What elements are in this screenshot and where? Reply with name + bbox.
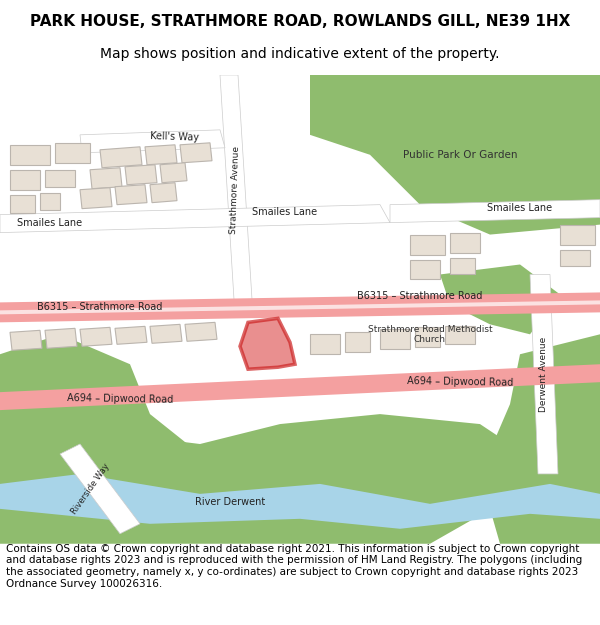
Polygon shape bbox=[125, 165, 157, 185]
Polygon shape bbox=[220, 75, 252, 299]
Text: Smailes Lane: Smailes Lane bbox=[487, 202, 553, 212]
Polygon shape bbox=[80, 188, 112, 209]
Polygon shape bbox=[180, 143, 212, 162]
Polygon shape bbox=[115, 326, 147, 344]
Text: B6315 – Strathmore Road: B6315 – Strathmore Road bbox=[358, 291, 482, 301]
Polygon shape bbox=[10, 145, 50, 165]
Polygon shape bbox=[0, 301, 600, 314]
Text: Kell's Way: Kell's Way bbox=[151, 131, 200, 142]
Polygon shape bbox=[410, 234, 445, 254]
Text: Smailes Lane: Smailes Lane bbox=[253, 207, 317, 217]
Text: Riverside Way: Riverside Way bbox=[69, 462, 111, 516]
Polygon shape bbox=[145, 145, 177, 165]
Polygon shape bbox=[0, 204, 390, 232]
Polygon shape bbox=[560, 224, 595, 244]
Polygon shape bbox=[150, 182, 177, 203]
Polygon shape bbox=[55, 143, 90, 162]
Polygon shape bbox=[90, 168, 122, 189]
Text: Map shows position and indicative extent of the property.: Map shows position and indicative extent… bbox=[100, 47, 500, 61]
Polygon shape bbox=[450, 258, 475, 274]
Polygon shape bbox=[115, 185, 147, 204]
Polygon shape bbox=[45, 170, 75, 187]
Text: PARK HOUSE, STRATHMORE ROAD, ROWLANDS GILL, NE39 1HX: PARK HOUSE, STRATHMORE ROAD, ROWLANDS GI… bbox=[30, 14, 570, 29]
Polygon shape bbox=[185, 322, 217, 341]
Polygon shape bbox=[0, 364, 600, 410]
Polygon shape bbox=[10, 194, 35, 213]
Polygon shape bbox=[440, 264, 560, 334]
Polygon shape bbox=[10, 170, 40, 190]
Text: B6315 – Strathmore Road: B6315 – Strathmore Road bbox=[37, 302, 163, 312]
Polygon shape bbox=[480, 334, 600, 544]
Polygon shape bbox=[40, 192, 60, 209]
Polygon shape bbox=[380, 329, 410, 349]
Text: A694 – Dipwood Road: A694 – Dipwood Road bbox=[67, 393, 173, 405]
Text: River Derwent: River Derwent bbox=[195, 497, 265, 507]
Text: Strathmore Avenue: Strathmore Avenue bbox=[229, 146, 241, 234]
Text: Smailes Lane: Smailes Lane bbox=[17, 217, 83, 227]
Polygon shape bbox=[0, 474, 600, 529]
Polygon shape bbox=[310, 75, 600, 234]
Polygon shape bbox=[100, 147, 142, 168]
Text: Derwent Avenue: Derwent Avenue bbox=[539, 337, 548, 412]
Polygon shape bbox=[0, 292, 600, 322]
Text: A694 – Dipwood Road: A694 – Dipwood Road bbox=[407, 376, 513, 388]
Text: Contains OS data © Crown copyright and database right 2021. This information is : Contains OS data © Crown copyright and d… bbox=[6, 544, 582, 589]
Polygon shape bbox=[45, 328, 77, 348]
Polygon shape bbox=[390, 199, 600, 222]
Polygon shape bbox=[450, 232, 480, 253]
Polygon shape bbox=[240, 318, 295, 369]
Polygon shape bbox=[530, 274, 558, 474]
Polygon shape bbox=[80, 328, 112, 346]
Polygon shape bbox=[0, 334, 200, 524]
Text: Public Park Or Garden: Public Park Or Garden bbox=[403, 150, 517, 160]
Polygon shape bbox=[445, 326, 475, 344]
Polygon shape bbox=[80, 130, 225, 152]
Polygon shape bbox=[310, 334, 340, 354]
Polygon shape bbox=[560, 249, 590, 266]
Polygon shape bbox=[10, 331, 42, 350]
Polygon shape bbox=[415, 328, 440, 348]
Polygon shape bbox=[150, 324, 182, 343]
Polygon shape bbox=[160, 162, 187, 182]
Polygon shape bbox=[0, 414, 540, 544]
Polygon shape bbox=[345, 332, 370, 352]
Polygon shape bbox=[60, 444, 140, 534]
Polygon shape bbox=[410, 259, 440, 279]
Text: Strathmore Road Methodist
Church: Strathmore Road Methodist Church bbox=[368, 324, 493, 344]
